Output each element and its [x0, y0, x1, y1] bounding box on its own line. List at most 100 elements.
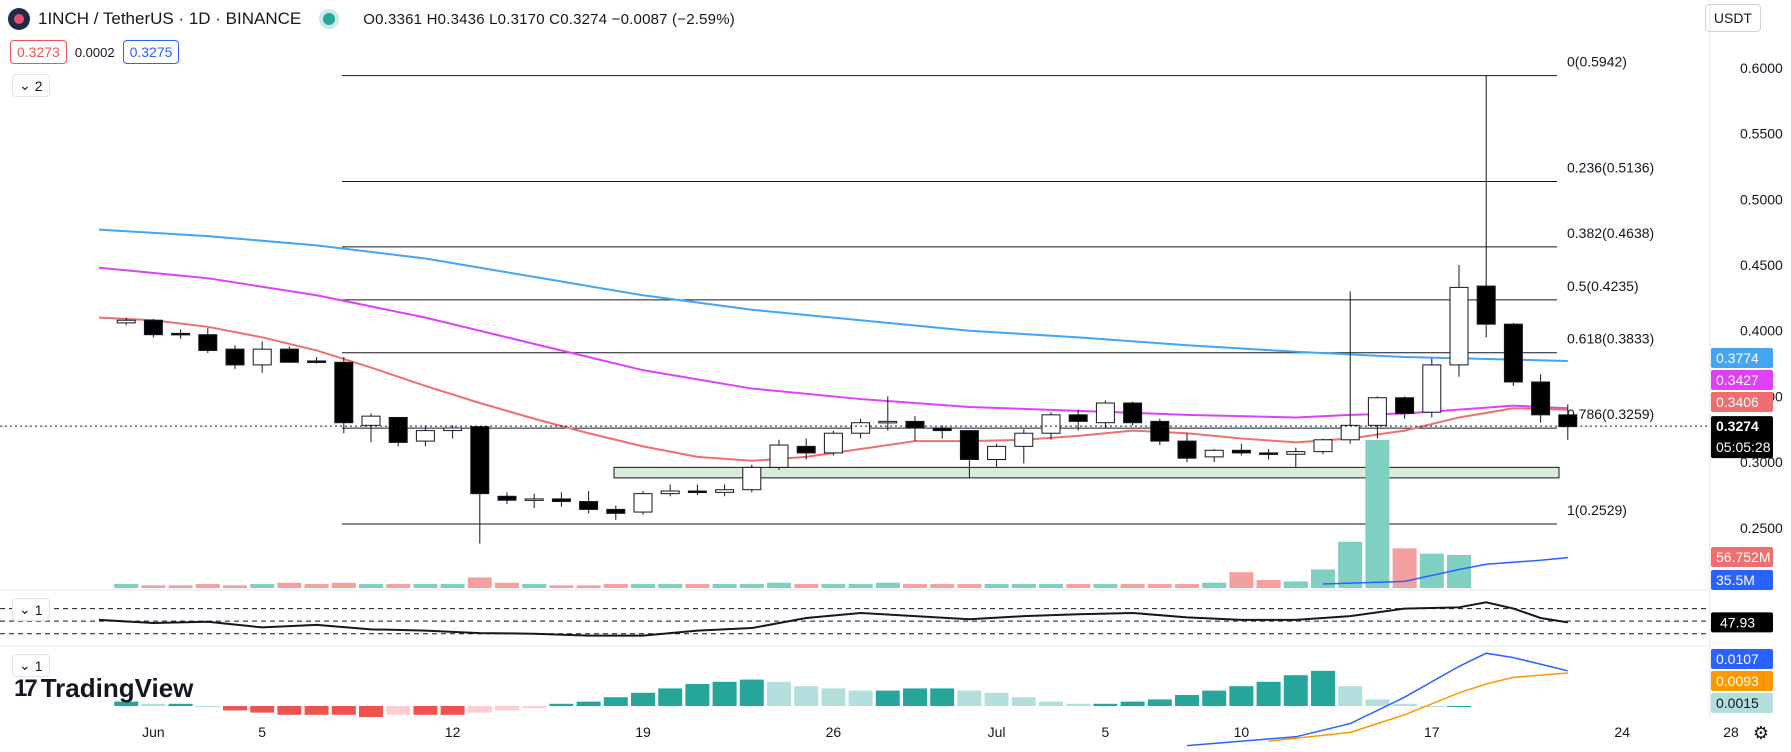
volume-bar [1256, 580, 1281, 588]
macd-histogram-bar [168, 703, 193, 706]
volume-ma-label: 35.5M [1716, 572, 1755, 588]
fib-level-label: 0.618(0.3833) [1567, 331, 1654, 347]
fib-level-label: 0.5(0.4235) [1567, 278, 1639, 294]
ema-long-line [98, 228, 1568, 362]
volume-bar [712, 584, 737, 588]
rsi-line [98, 601, 1568, 637]
macd-histogram-bar [1256, 681, 1281, 706]
macd-histogram-bar [1447, 706, 1471, 707]
volume-bar [467, 577, 492, 588]
brand-name: TradingView [40, 673, 194, 703]
macd-histogram-bar [1202, 690, 1227, 706]
macd-histogram-bar [739, 679, 764, 706]
macd-histogram-bar [821, 688, 846, 706]
volume-bar [957, 584, 982, 588]
macd-histogram-bar [114, 701, 139, 706]
candle-body [1531, 381, 1551, 416]
macd-histogram-bar [658, 688, 683, 706]
volume-label-bg [1711, 547, 1773, 567]
price-tick-label: 0.5500 [1740, 126, 1783, 142]
macd-value-label-bg [1711, 649, 1773, 669]
candle-body [116, 319, 136, 324]
volume-bar [1175, 584, 1199, 588]
fib-level-label: 0.786(0.3259) [1567, 406, 1654, 422]
macd-histogram-bar [1338, 686, 1363, 706]
volume-bar [1311, 569, 1335, 588]
rsi-pane-toggle[interactable]: ⌄ 1 [12, 598, 50, 621]
macd-pane-toggle[interactable]: ⌄ 1 [12, 654, 50, 677]
time-tick-label: Jun [142, 724, 165, 740]
macd-histogram-bar [603, 697, 628, 706]
candle-body [878, 420, 898, 424]
buy-button[interactable]: 0.3275 [122, 40, 180, 64]
volume-bar [413, 584, 438, 588]
macd-histogram-bar [1093, 703, 1118, 706]
candle-body [1041, 414, 1061, 434]
candle-body [1340, 424, 1360, 441]
candle-body [307, 360, 327, 363]
macd-histogram-bar [277, 706, 302, 715]
rsi-value-label: 47.93 [1720, 614, 1755, 630]
volume-bar [1147, 584, 1172, 588]
volume-bar [495, 582, 519, 588]
time-tick-label: 17 [1424, 724, 1440, 740]
sell-button[interactable]: 0.3273 [10, 40, 67, 64]
candle-body [470, 426, 490, 495]
volume-bar [250, 584, 275, 588]
candle-body [1259, 452, 1279, 455]
candle-body [361, 415, 381, 426]
candle-body [987, 445, 1007, 460]
candle-body [579, 501, 599, 510]
macd-histogram-bar [549, 703, 574, 706]
volume-bar [821, 584, 846, 588]
gear-icon[interactable]: ⚙ [1752, 723, 1769, 743]
price-tick-label: 0.6000 [1740, 60, 1783, 76]
candle-body [1313, 439, 1333, 453]
macd-histogram-bar [1392, 703, 1417, 706]
macd-histogram-bar [386, 706, 411, 715]
ema-mid-line [98, 266, 1568, 419]
volume-bar [603, 584, 628, 588]
macd-histogram-bar [440, 706, 465, 715]
chevron-down-icon: ⌄ [19, 657, 31, 673]
macd-histogram-bar [1229, 686, 1254, 706]
candle-body [1286, 451, 1306, 455]
candle-body [715, 489, 735, 493]
candle-body [851, 422, 871, 434]
candle-body [1449, 286, 1469, 366]
macd-histogram-bar [522, 706, 547, 709]
macd-histogram-bar [685, 684, 710, 706]
fib-level-label: 0.236(0.5136) [1567, 160, 1654, 176]
volume-bar [522, 584, 547, 588]
volume-bar [984, 584, 1009, 588]
candle-body [1367, 397, 1387, 426]
volume-bar [1283, 581, 1308, 588]
candle-body [1068, 414, 1088, 422]
candle-body [1204, 449, 1224, 458]
candle-body [443, 427, 463, 432]
symbol-title[interactable]: 1INCH / TetherUS · 1D · BINANCE [38, 9, 302, 28]
candle-body [1422, 364, 1442, 413]
price-tick-label: 0.2500 [1740, 520, 1783, 536]
macd-histogram-bar [495, 706, 519, 711]
time-tick-label: 5 [258, 724, 266, 740]
candle-body [1177, 440, 1197, 459]
macd-line [1186, 652, 1568, 747]
candle-body [551, 498, 571, 503]
macd-histogram-bar [223, 706, 247, 711]
last-price-label-bg [1711, 416, 1773, 459]
candle-body [143, 319, 163, 336]
volume-bar [1365, 440, 1390, 588]
volume-bar [1338, 541, 1363, 588]
macd-histogram-bar [141, 703, 166, 706]
volume-bar [114, 584, 139, 588]
volume-bar [1202, 582, 1227, 588]
macd-histogram-bar [984, 692, 1009, 706]
tradingview-logo: 17 TradingView [14, 673, 193, 704]
candle-body [198, 334, 218, 351]
volume-bar [576, 585, 601, 588]
currency-button[interactable]: USDT [1704, 4, 1761, 32]
legend-toggle[interactable]: ⌄ 2 [12, 74, 50, 97]
support-zone [613, 466, 1560, 479]
